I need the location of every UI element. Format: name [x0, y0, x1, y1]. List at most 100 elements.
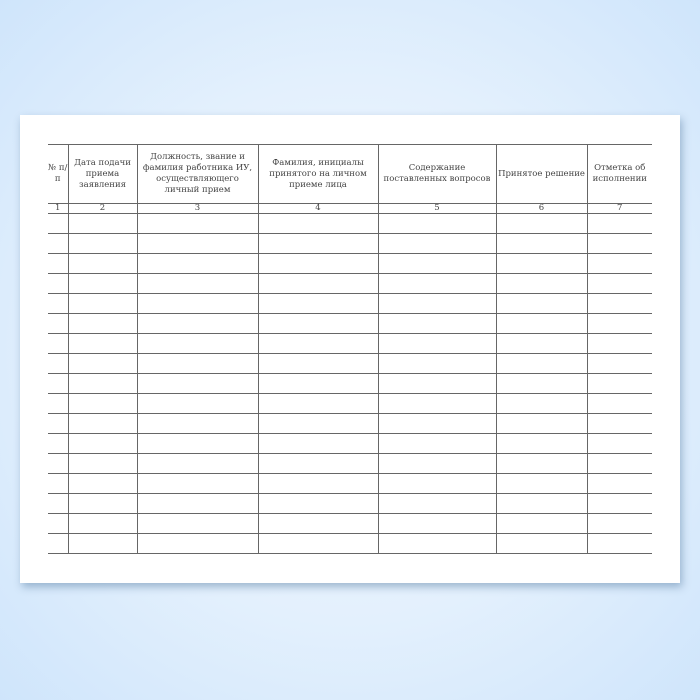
empty-cell: [67, 413, 138, 434]
empty-cell: [257, 413, 379, 434]
empty-cell: [495, 413, 588, 434]
empty-cell: [495, 533, 588, 554]
empty-cell: [136, 413, 259, 434]
empty-cell: [136, 313, 259, 334]
empty-cell: [257, 293, 379, 314]
empty-cell: [136, 273, 259, 294]
empty-cell: [586, 213, 652, 234]
empty-cell: [48, 393, 69, 414]
header-officer: Должность, звание и фамилия работника ИУ…: [136, 144, 259, 204]
empty-cell: [586, 533, 652, 554]
empty-cell: [586, 433, 652, 454]
column-number: 1: [48, 203, 69, 214]
empty-cell: [67, 493, 138, 514]
empty-cell: [586, 413, 652, 434]
empty-cell: [48, 353, 69, 374]
empty-cell: [257, 433, 379, 454]
empty-cell: [586, 333, 652, 354]
empty-cell: [495, 453, 588, 474]
column-number: 2: [67, 203, 138, 214]
empty-cell: [48, 333, 69, 354]
empty-cell: [377, 413, 497, 434]
empty-cell: [495, 233, 588, 254]
empty-cell: [257, 513, 379, 534]
empty-cell: [586, 473, 652, 494]
column-number-row: 1 2 3 4 5 6 7: [48, 203, 652, 214]
empty-cell: [257, 213, 379, 234]
empty-cell: [48, 273, 69, 294]
empty-cell: [377, 393, 497, 414]
empty-cell: [136, 373, 259, 394]
empty-cell: [495, 373, 588, 394]
empty-cell: [495, 433, 588, 454]
empty-cell: [377, 353, 497, 374]
empty-cell: [495, 333, 588, 354]
empty-cell: [495, 353, 588, 374]
empty-cell: [48, 293, 69, 314]
table-row: [48, 273, 652, 294]
empty-cell: [67, 293, 138, 314]
table-row: [48, 233, 652, 254]
empty-cell: [48, 253, 69, 274]
table-row: [48, 513, 652, 534]
empty-cell: [586, 253, 652, 274]
empty-cell: [67, 273, 138, 294]
empty-cell: [136, 493, 259, 514]
empty-cell: [495, 493, 588, 514]
empty-cell: [136, 233, 259, 254]
empty-cell: [257, 473, 379, 494]
empty-cell: [377, 293, 497, 314]
header-number: № п/п: [48, 144, 69, 204]
empty-cell: [136, 473, 259, 494]
table-row: [48, 493, 652, 514]
empty-cell: [377, 333, 497, 354]
column-number: 3: [136, 203, 259, 214]
header-questions: Содержание поставленных вопросов: [377, 144, 497, 204]
empty-cell: [136, 433, 259, 454]
empty-cell: [586, 373, 652, 394]
empty-cell: [67, 373, 138, 394]
table-row: [48, 533, 652, 554]
empty-cell: [257, 313, 379, 334]
empty-cell: [377, 433, 497, 454]
empty-cell: [136, 333, 259, 354]
column-number: 6: [495, 203, 588, 214]
empty-cell: [136, 533, 259, 554]
table-row: [48, 373, 652, 394]
empty-cell: [136, 513, 259, 534]
empty-cell: [48, 413, 69, 434]
empty-cell: [377, 213, 497, 234]
table-row: [48, 253, 652, 274]
table-row: [48, 453, 652, 474]
empty-cell: [377, 313, 497, 334]
empty-cell: [48, 433, 69, 454]
empty-cell: [67, 533, 138, 554]
table-row: [48, 393, 652, 414]
empty-cell: [257, 533, 379, 554]
empty-cell: [377, 453, 497, 474]
empty-cell: [257, 453, 379, 474]
empty-cell: [257, 353, 379, 374]
empty-cell: [257, 253, 379, 274]
empty-cell: [495, 313, 588, 334]
empty-cell: [377, 233, 497, 254]
form-sheet: № п/п Дата подачи приема заявления Должн…: [20, 115, 680, 583]
table-row: [48, 313, 652, 334]
empty-cell: [67, 453, 138, 474]
empty-cell: [377, 473, 497, 494]
empty-cell: [67, 333, 138, 354]
empty-cell: [67, 513, 138, 534]
empty-cell: [495, 253, 588, 274]
table-row: [48, 413, 652, 434]
reception-log-table: № п/п Дата подачи приема заявления Должн…: [48, 144, 652, 554]
header-decision: Принятое решение: [495, 144, 588, 204]
empty-cell: [67, 313, 138, 334]
empty-cell: [586, 513, 652, 534]
table-row: [48, 433, 652, 454]
empty-cell: [67, 393, 138, 414]
empty-cell: [495, 213, 588, 234]
header-execution: Отметка об исполнении: [586, 144, 652, 204]
empty-cell: [48, 493, 69, 514]
header-date: Дата подачи приема заявления: [67, 144, 138, 204]
empty-cell: [67, 473, 138, 494]
